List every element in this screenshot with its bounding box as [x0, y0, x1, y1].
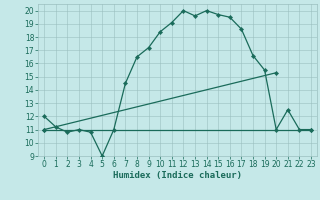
- X-axis label: Humidex (Indice chaleur): Humidex (Indice chaleur): [113, 171, 242, 180]
